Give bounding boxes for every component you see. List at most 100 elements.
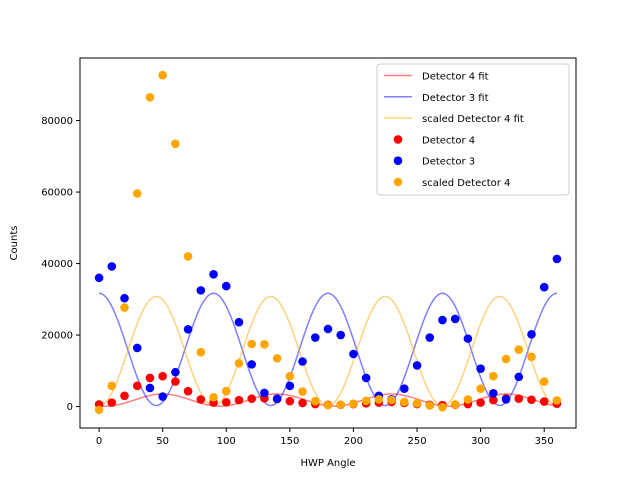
data-point-s0-34	[527, 395, 536, 405]
y-tick-label: 0	[67, 402, 73, 413]
data-point-s2-16	[298, 387, 307, 396]
data-point-s1-11	[234, 317, 244, 327]
data-point-s0-4	[145, 373, 155, 383]
x-tick-label: 150	[280, 436, 299, 447]
data-point-s2-34	[527, 352, 536, 362]
axes-frame	[79, 57, 577, 429]
data-point-s2-33	[514, 345, 524, 355]
legend-box	[376, 63, 570, 196]
data-point-s2-19	[336, 400, 346, 410]
x-tick-label: 300	[471, 436, 490, 447]
data-point-s2-23	[387, 395, 396, 405]
data-point-s0-10	[221, 397, 231, 407]
y-tick-label: 20000	[41, 331, 73, 342]
data-point-s1-35	[539, 282, 549, 292]
data-point-s1-14	[272, 394, 282, 403]
data-point-s0-33	[514, 394, 524, 403]
data-point-s2-4	[145, 93, 155, 102]
data-point-s1-33	[514, 372, 524, 382]
data-point-s0-12	[247, 394, 256, 403]
data-point-s0-16	[298, 398, 307, 408]
x-tick-label: 0	[96, 436, 102, 447]
data-point-s2-17	[310, 396, 320, 406]
data-point-s2-11	[234, 358, 244, 368]
data-point-s2-8	[196, 347, 206, 357]
data-point-s1-19	[336, 330, 346, 340]
data-point-s1-36	[552, 254, 562, 264]
data-point-s1-21	[361, 373, 371, 383]
data-point-s2-21	[361, 396, 371, 406]
data-point-s1-31	[489, 389, 498, 398]
data-point-s2-10	[221, 386, 231, 396]
y-tick-label: 40000	[41, 259, 73, 270]
data-point-s1-28	[450, 314, 460, 324]
data-point-s0-3	[132, 381, 142, 391]
scatter-points	[94, 70, 562, 415]
data-point-s2-24	[400, 397, 409, 407]
data-point-s2-14	[272, 353, 282, 363]
legend-label: Detector 4 fit	[422, 72, 489, 83]
y-axis-label: Counts	[9, 226, 20, 261]
legend-label: scaled Detector 4	[422, 178, 510, 189]
legend-label: Detector 3	[422, 157, 475, 168]
x-tick-label: 200	[344, 436, 363, 447]
data-point-s2-26	[425, 401, 435, 410]
data-point-s1-20	[349, 349, 358, 359]
data-point-s2-13	[260, 340, 269, 349]
data-point-s0-15	[285, 396, 295, 406]
data-point-s1-17	[310, 333, 320, 342]
data-point-s1-26	[425, 333, 435, 342]
x-tick-label: 250	[407, 436, 426, 447]
data-point-s2-12	[247, 339, 256, 349]
data-point-s2-3	[132, 189, 142, 198]
data-point-s1-34	[527, 330, 536, 339]
data-point-s0-35	[539, 397, 549, 406]
legend-label: Detector 4	[422, 135, 475, 146]
data-point-s2-32	[501, 354, 511, 364]
data-point-s2-27	[438, 402, 447, 412]
legend-point-swatch	[393, 135, 403, 144]
data-point-s0-31	[489, 395, 498, 405]
data-point-s1-1	[107, 262, 117, 271]
data-point-s2-18	[323, 400, 333, 410]
data-point-s2-6	[171, 139, 180, 149]
data-point-s2-29	[463, 395, 473, 404]
data-point-s1-5	[158, 392, 167, 401]
data-point-s1-6	[171, 367, 180, 377]
legend-point-swatch	[393, 156, 403, 165]
data-point-s2-20	[349, 399, 358, 408]
data-point-s2-0	[94, 405, 104, 415]
data-point-s0-1	[107, 398, 117, 407]
legend-point-swatch	[393, 177, 403, 187]
data-point-s0-8	[196, 395, 206, 404]
data-point-s2-35	[539, 377, 549, 386]
data-point-s2-30	[476, 384, 485, 393]
data-point-s1-8	[196, 286, 206, 295]
data-point-s1-15	[285, 381, 295, 391]
data-point-s0-7	[183, 386, 193, 396]
data-point-s1-32	[501, 395, 511, 404]
data-point-s1-0	[94, 273, 104, 283]
data-point-s1-3	[132, 343, 142, 353]
data-point-s2-22	[374, 395, 384, 404]
data-point-s1-16	[298, 357, 307, 366]
data-point-s1-7	[183, 325, 193, 334]
data-point-s2-36	[552, 396, 562, 405]
legend-label: Detector 3 fit	[422, 93, 489, 104]
x-axis-label: HWP Angle	[300, 458, 355, 469]
data-point-s2-5	[158, 70, 167, 80]
data-point-s2-25	[412, 399, 422, 408]
data-point-s1-18	[323, 324, 333, 334]
data-point-s1-29	[463, 334, 473, 343]
data-point-s0-30	[476, 398, 485, 407]
x-tick-label: 350	[535, 436, 554, 447]
data-point-s0-11	[234, 395, 244, 405]
legend: Detector 4 fit Detector 3 fit scaled Detec…	[376, 63, 570, 196]
data-point-s1-27	[438, 315, 447, 325]
x-axis-ticks: 0 50 100 150 200 250 300 350	[96, 428, 554, 447]
data-point-s0-5	[158, 371, 167, 381]
data-point-s1-25	[412, 361, 422, 370]
x-tick-label: 50	[156, 436, 169, 447]
data-point-s1-12	[247, 360, 256, 369]
